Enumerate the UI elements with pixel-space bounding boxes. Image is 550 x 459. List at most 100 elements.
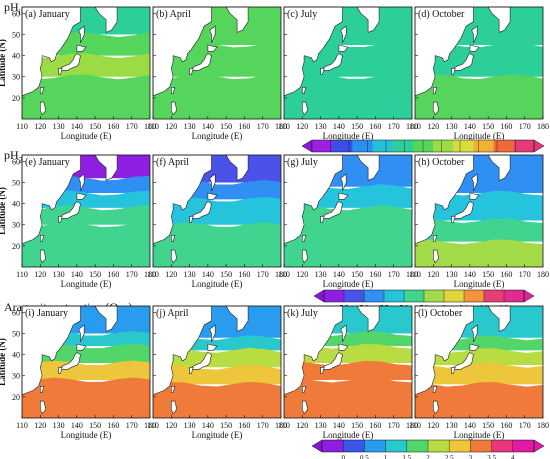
field-band (415, 381, 543, 418)
x-tick-label: 160 (107, 270, 119, 279)
colorbar-segment (484, 290, 505, 302)
panel-label: (f) April (156, 157, 189, 168)
colorbar-segment (428, 440, 450, 452)
x-axis-label: Longitude (E) (61, 131, 112, 141)
map-panel: (i) January 110 120 130 140 150 160 170 180 Longi… (0, 305, 156, 440)
x-tick-label: 130 (446, 122, 458, 131)
x-tick-label: 110 (278, 270, 290, 279)
x-axis-label: Longitude (E) (454, 279, 505, 289)
colorbar-under-arrow (311, 439, 323, 453)
x-axis-label: Longitude (E) (323, 131, 374, 141)
land-mass (487, 154, 511, 181)
x-tick-label: 150 (351, 421, 363, 430)
land-mass (469, 44, 480, 52)
panel-frame (414, 305, 544, 419)
x-tick-label: 120 (34, 122, 46, 131)
row-title-main: pH (4, 0, 19, 14)
panel-frame (21, 154, 151, 268)
x-tick-label: 180 (144, 270, 156, 279)
x-tick-label: 180 (144, 122, 156, 131)
x-axis-label: Longitude (E) (192, 131, 243, 141)
x-tick-label: 160 (238, 270, 250, 279)
x-tick-label: 130 (315, 421, 327, 430)
panel-frame (414, 6, 544, 120)
x-tick-label: 120 (296, 122, 308, 131)
x-tick-label: 140 (333, 270, 345, 279)
field-band (415, 239, 543, 267)
x-tick-label: 120 (296, 270, 308, 279)
x-tick-label: 130 (446, 270, 458, 279)
colorbar-segment (332, 140, 353, 152)
land-mass (59, 53, 81, 71)
land-mass (338, 343, 349, 351)
field-band (415, 74, 543, 119)
y-tick-label: 30 (12, 221, 20, 230)
land-mass (433, 249, 440, 264)
land-mass (225, 154, 249, 181)
x-tick-label: 140 (202, 421, 214, 430)
x-tick-label: 130 (184, 122, 196, 131)
land-mass (171, 386, 176, 393)
x-tick-label: 120 (165, 122, 177, 131)
land-mass (452, 201, 474, 219)
x-tick-label: 170 (257, 421, 269, 430)
y-tick-label: 60 (12, 9, 20, 18)
x-tick-label: 160 (238, 421, 250, 430)
land-mass (171, 400, 178, 415)
x-tick-label: 120 (427, 270, 439, 279)
land-mass (209, 324, 216, 343)
x-tick-label: 130 (315, 270, 327, 279)
colorbar-segment (406, 440, 429, 452)
land-mass (451, 367, 456, 374)
colorbar-segment (364, 440, 386, 452)
land-mass (321, 53, 343, 71)
x-tick-label: 150 (220, 421, 232, 430)
y-tick-label: 50 (12, 178, 20, 187)
y-tick-label: 50 (12, 30, 20, 39)
x-tick-label: 180 (275, 122, 287, 131)
x-tick-label: 130 (184, 421, 196, 430)
x-tick-label: 140 (71, 122, 83, 131)
land-mass (433, 101, 440, 116)
land-mass (302, 87, 307, 94)
colorbar-segment (344, 290, 365, 302)
colorbar-segment (404, 290, 425, 302)
land-mass (209, 173, 216, 192)
panel-frame (152, 305, 282, 419)
field-band (284, 74, 412, 119)
x-tick-label: 130 (53, 122, 65, 131)
y-tick-label: 20 (12, 94, 20, 103)
x-tick-label: 140 (333, 122, 345, 131)
panel-label: (i) January (25, 308, 68, 319)
y-tick-label: 20 (12, 393, 20, 402)
colorbar-segment (384, 290, 405, 302)
land-mass (321, 201, 343, 219)
x-tick-label: 160 (369, 270, 381, 279)
y-tick-label: 40 (12, 52, 20, 61)
colorbar-segment (352, 140, 373, 152)
x-tick-label: 120 (296, 421, 308, 430)
colorbar-tick-label: 2 (426, 454, 430, 459)
x-tick-label: 110 (278, 421, 290, 430)
x-tick-label: 110 (409, 270, 421, 279)
y-tick-label: 40 (12, 351, 20, 360)
x-tick-label: 120 (427, 421, 439, 430)
x-tick-label: 130 (53, 421, 65, 430)
land-mass (171, 87, 176, 94)
x-tick-label: 180 (275, 421, 287, 430)
land-mass (487, 305, 511, 332)
y-tick-label: 20 (12, 242, 20, 251)
field-band (415, 348, 543, 366)
x-axis-label: Longitude (E) (323, 430, 374, 440)
x-axis-label: Longitude (E) (454, 131, 505, 141)
y-axis-label: Latitude (N) (0, 187, 7, 235)
land-mass (78, 173, 85, 192)
land-mass (302, 400, 309, 415)
x-tick-label: 160 (107, 421, 119, 430)
x-tick-label: 110 (16, 270, 28, 279)
land-mass (171, 249, 178, 264)
colorbar-segment (453, 140, 474, 152)
colorbar-segment (364, 290, 385, 302)
x-tick-label: 160 (500, 421, 512, 430)
land-mass (171, 101, 178, 116)
